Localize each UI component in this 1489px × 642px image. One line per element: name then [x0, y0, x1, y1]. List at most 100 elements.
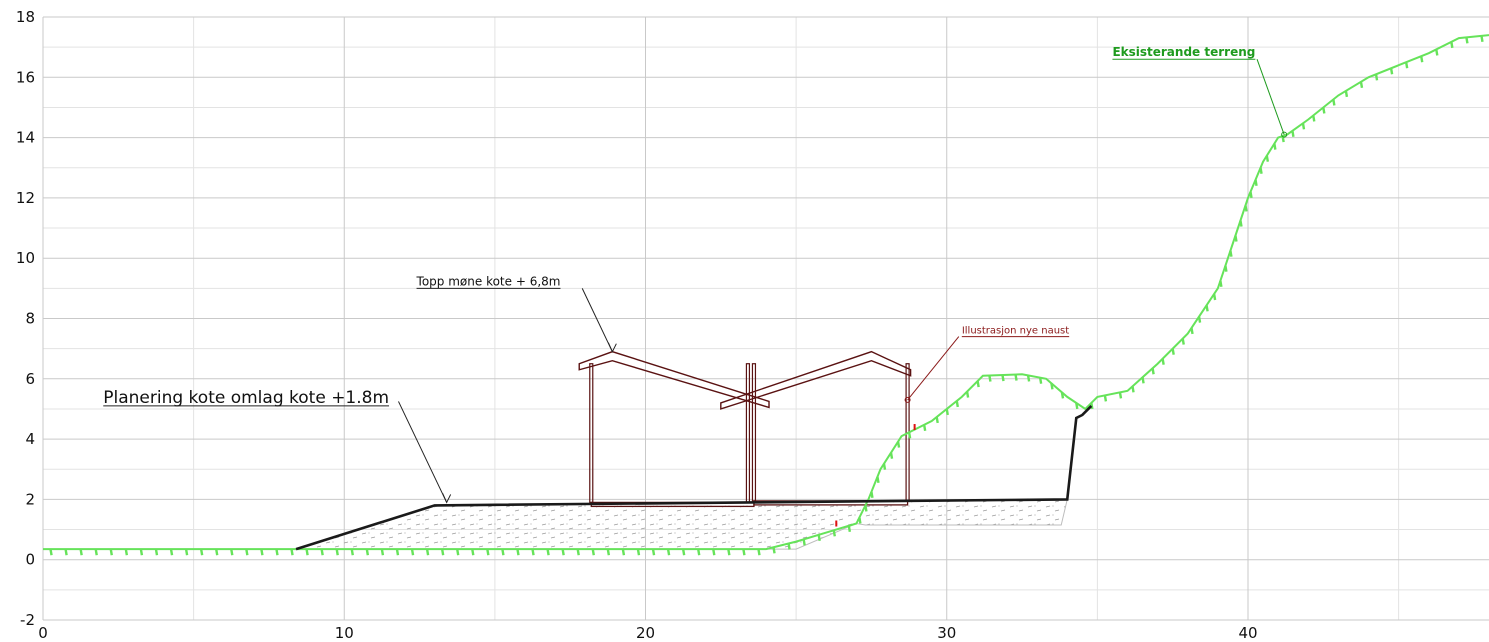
terrain-tick — [1205, 305, 1209, 312]
terrain-tick — [802, 539, 806, 546]
terrain-tick — [350, 548, 354, 556]
terrain-tick — [1249, 191, 1253, 199]
terrain-tick — [199, 548, 204, 556]
terrain-tick — [1219, 280, 1223, 288]
terrain-tick — [1038, 377, 1043, 384]
terrain-tick — [907, 432, 912, 439]
annotation: Illustrasjon nye naust — [904, 326, 1069, 403]
terrain-tick — [1141, 377, 1145, 384]
terrain-tick — [516, 548, 520, 556]
terrain-tick — [988, 375, 992, 382]
terrain-tick — [922, 424, 927, 431]
terrain-tick — [742, 548, 746, 556]
annotations: Planering kote omlag kote +1.8m Topp møne… — [103, 45, 1288, 527]
terrain-tick — [1322, 107, 1326, 114]
terrain-tick — [486, 548, 490, 556]
terrain-tick — [666, 548, 671, 556]
terrain-tick — [1197, 316, 1202, 323]
x-tick-label: 0 — [38, 624, 48, 642]
terrain-tick — [1103, 395, 1108, 402]
terrain-tick — [697, 548, 701, 556]
terrain-tick — [832, 530, 836, 537]
annotation-leader — [907, 336, 960, 401]
terrain-tick — [1312, 115, 1316, 122]
terrain-tick — [546, 548, 550, 556]
terrain-tick — [1229, 250, 1233, 257]
terrain-tick — [882, 463, 887, 470]
terrain-tick — [471, 548, 475, 556]
terrain-tick — [847, 525, 852, 532]
terrain-tick — [1212, 293, 1217, 301]
terrain-tick — [1118, 392, 1123, 399]
terrain-tick — [772, 547, 776, 554]
terrain-tick — [456, 548, 460, 556]
annotation: Planering kote omlag kote +1.8m — [103, 388, 452, 504]
naust-buildings — [578, 350, 912, 508]
terrain-tick — [49, 548, 53, 556]
annotation-text: Planering kote omlag kote +1.8m — [103, 388, 389, 408]
y-tick-label: 8 — [25, 310, 35, 328]
naust-post — [745, 363, 751, 504]
terrain-tick — [365, 548, 370, 556]
y-tick-label: 2 — [25, 490, 35, 508]
terrain-tick — [124, 548, 129, 556]
series-lines — [43, 34, 1489, 556]
naust-1 — [578, 350, 770, 508]
terrain-tick — [1239, 220, 1243, 227]
annotation-text: Eksisterande terreng — [1112, 45, 1255, 59]
terrain-tick — [1075, 402, 1079, 410]
terrain-tick — [380, 548, 385, 556]
terrain-tick — [305, 548, 309, 556]
annotation-text: Illustrasjon nye naust — [962, 326, 1069, 337]
terrain-tick — [1171, 348, 1175, 355]
terrain-tick — [1344, 90, 1349, 98]
y-tick-label: 0 — [25, 551, 35, 569]
terrain-tick — [1259, 167, 1263, 174]
terrain-tick — [1050, 383, 1054, 390]
terrain-tick — [1273, 143, 1277, 150]
terrain-tick — [1060, 392, 1065, 399]
terrain-tick — [1224, 265, 1228, 272]
terrain-tick — [1359, 81, 1364, 89]
terrain-tick — [1332, 99, 1336, 106]
terrain-tick — [1389, 68, 1394, 75]
annotation-leader — [581, 288, 613, 352]
terrain-tick — [64, 548, 68, 556]
terrain-tick — [864, 505, 868, 512]
red-marker — [835, 520, 838, 527]
x-tick-label: 10 — [335, 624, 354, 642]
terrain-tick — [1131, 386, 1135, 393]
terrain-tick — [410, 548, 415, 556]
terrain-tick — [425, 548, 430, 556]
naust-roof — [720, 350, 912, 410]
annotation: Eksisterande terreng — [1112, 45, 1288, 138]
terrain-tick — [1234, 235, 1238, 242]
annotation: Topp møne kote + 6,8m — [416, 274, 617, 353]
terrain-tick — [787, 543, 791, 550]
y-tick-label: 12 — [16, 189, 35, 207]
terrain-tick — [945, 408, 949, 416]
annotation-leader — [398, 401, 448, 503]
annotation-text: Topp møne kote + 6,8m — [416, 274, 561, 288]
annotation-arrow — [442, 493, 452, 504]
annotation-arrow — [607, 342, 617, 353]
y-tick-label: 18 — [16, 8, 35, 26]
x-tick-label: 40 — [1238, 624, 1257, 642]
terrain-tick — [621, 548, 626, 556]
major-grid — [42, 16, 1489, 621]
terrain-tick — [1465, 37, 1469, 44]
terrain-tick — [1254, 179, 1258, 187]
naust-post — [751, 363, 757, 502]
terrain-tick — [561, 548, 565, 556]
terrain-tick — [1151, 368, 1155, 375]
terrain-tick — [109, 548, 113, 556]
terrain-tick — [1480, 35, 1484, 43]
terrain-tick — [320, 548, 324, 556]
terrain-line — [43, 34, 1489, 551]
terrain-tick — [440, 548, 445, 556]
terrain-tick — [1435, 49, 1439, 56]
terrain-tick — [870, 491, 874, 499]
terrain-tick — [955, 400, 959, 408]
terrain-tick — [154, 548, 159, 556]
